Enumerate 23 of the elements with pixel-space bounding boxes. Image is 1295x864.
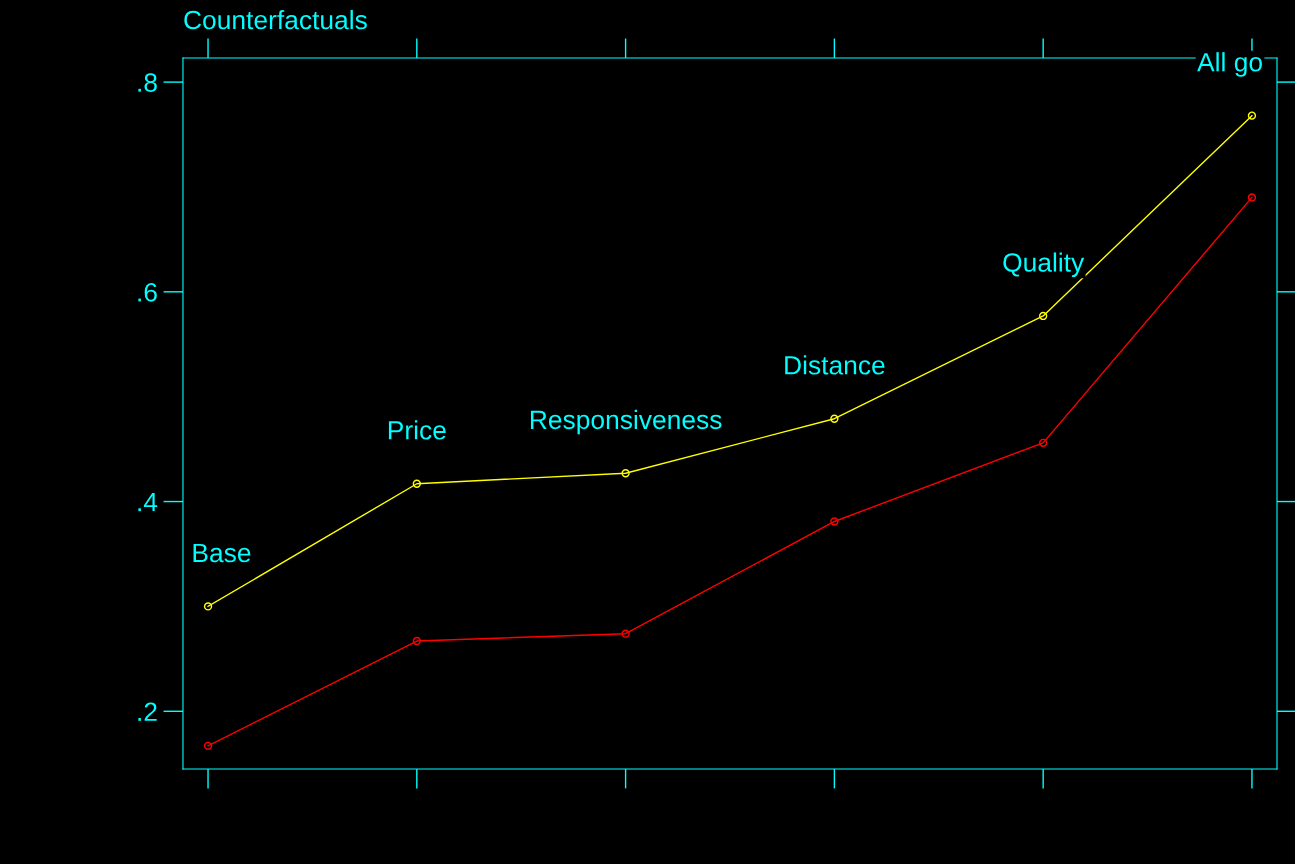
y-tick-label: .2	[138, 702, 157, 721]
y-tick-label: .6	[138, 282, 157, 302]
point	[1038, 438, 1048, 447]
chart-title: Counterfactuals	[184, 9, 367, 30]
annotation: Distance	[785, 355, 885, 375]
annotation: All go	[1197, 52, 1262, 77]
point	[830, 517, 839, 526]
point	[621, 629, 630, 638]
annotation: Base	[193, 543, 251, 563]
annotation: Responsiveness	[530, 409, 722, 435]
point	[412, 636, 421, 646]
point	[621, 469, 630, 478]
point	[1038, 311, 1048, 321]
point	[203, 741, 213, 751]
annotation: Quality	[1003, 252, 1085, 278]
point	[1247, 111, 1257, 120]
point	[203, 602, 213, 611]
y-tick-label: .4	[138, 492, 158, 512]
y-tick-label: .8	[138, 73, 157, 92]
point	[412, 479, 421, 488]
annotation: Price	[388, 420, 446, 440]
point	[1247, 193, 1257, 202]
point	[830, 414, 839, 423]
